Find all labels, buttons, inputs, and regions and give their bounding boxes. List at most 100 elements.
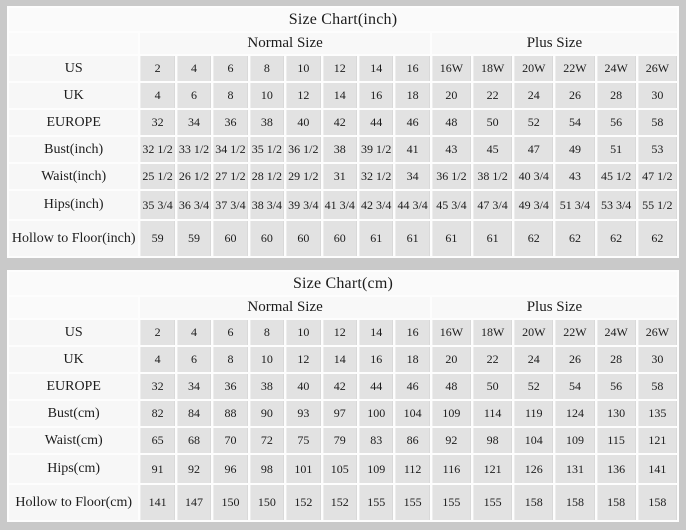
- size-value-cell: 24: [514, 83, 554, 108]
- size-value-cell: 4: [176, 56, 212, 81]
- size-value-cell: 90: [249, 401, 285, 426]
- size-value-cell: 58: [637, 110, 677, 135]
- size-value-cell: 109: [431, 401, 472, 426]
- size-value-cell: 26W: [637, 320, 677, 345]
- size-value-cell: 152: [322, 485, 357, 520]
- size-value-cell: 40: [286, 374, 321, 399]
- size-value-cell: 150: [249, 485, 285, 520]
- size-value-cell: 16W: [431, 56, 472, 81]
- size-value-cell: 35 3/4: [140, 191, 175, 219]
- size-value-cell: 10: [249, 347, 285, 372]
- size-value-cell: 12: [286, 347, 321, 372]
- size-value-cell: 97: [322, 401, 357, 426]
- table-title: Size Chart(cm): [9, 272, 677, 295]
- size-value-cell: 59: [140, 221, 175, 256]
- size-value-cell: 101: [286, 455, 321, 483]
- size-value-cell: 60: [249, 221, 285, 256]
- table-gap: [7, 258, 679, 270]
- size-value-cell: 155: [395, 485, 430, 520]
- size-value-cell: 54: [555, 374, 595, 399]
- size-value-cell: 38 1/2: [473, 164, 513, 189]
- size-value-cell: 45: [473, 137, 513, 162]
- size-value-cell: 39 3/4: [286, 191, 321, 219]
- size-value-cell: 4: [176, 320, 212, 345]
- table-title-row: Size Chart(inch): [9, 8, 677, 31]
- size-row: Bust(cm) 82 84 88 90 93 97 100 104 109 114 119 124 13…: [9, 401, 677, 426]
- size-value-cell: 20W: [514, 320, 554, 345]
- size-value-cell: 158: [514, 485, 554, 520]
- size-row: Bust(inch) 32 1/2 33 1/2 34 1/2 35 1/2 36 1/2…: [9, 137, 677, 162]
- row-label: Hollow to Floor(cm): [9, 485, 139, 520]
- corner-spacer: [9, 297, 139, 318]
- size-value-cell: 36: [213, 110, 248, 135]
- row-label: Hips(cm): [9, 455, 139, 483]
- size-row: EUROPE 32 34 36 38 40 42 44 46 48 50 52 54 56 58: [9, 110, 677, 135]
- size-value-cell: 31: [322, 164, 357, 189]
- size-value-cell: 112: [395, 455, 430, 483]
- size-value-cell: 42: [322, 110, 357, 135]
- size-value-cell: 12: [286, 83, 321, 108]
- size-value-cell: 68: [176, 428, 212, 453]
- size-value-cell: 136: [596, 455, 636, 483]
- size-value-cell: 92: [176, 455, 212, 483]
- size-value-cell: 59: [176, 221, 212, 256]
- row-label: UK: [9, 347, 139, 372]
- size-value-cell: 100: [358, 401, 394, 426]
- size-value-cell: 91: [140, 455, 175, 483]
- size-value-cell: 72: [249, 428, 285, 453]
- size-value-cell: 44 3/4: [395, 191, 430, 219]
- size-value-cell: 6: [176, 347, 212, 372]
- size-value-cell: 92: [431, 428, 472, 453]
- size-value-cell: 2: [140, 320, 175, 345]
- size-value-cell: 58: [637, 374, 677, 399]
- size-value-cell: 42 3/4: [358, 191, 394, 219]
- size-value-cell: 46: [395, 374, 430, 399]
- size-value-cell: 32 1/2: [140, 137, 175, 162]
- size-value-cell: 16: [358, 83, 394, 108]
- size-value-cell: 10: [249, 83, 285, 108]
- size-value-cell: 18: [395, 347, 430, 372]
- size-value-cell: 60: [322, 221, 357, 256]
- size-value-cell: 54: [555, 110, 595, 135]
- size-value-cell: 158: [637, 485, 677, 520]
- size-value-cell: 32: [140, 110, 175, 135]
- size-value-cell: 62: [555, 221, 595, 256]
- row-label: Bust(inch): [9, 137, 139, 162]
- size-value-cell: 8: [249, 320, 285, 345]
- size-value-cell: 53 3/4: [596, 191, 636, 219]
- size-value-cell: 16: [358, 347, 394, 372]
- size-value-cell: 61: [473, 221, 513, 256]
- size-value-cell: 114: [473, 401, 513, 426]
- size-value-cell: 62: [514, 221, 554, 256]
- row-label: Bust(cm): [9, 401, 139, 426]
- size-value-cell: 88: [213, 401, 248, 426]
- size-value-cell: 56: [596, 110, 636, 135]
- size-value-cell: 36 3/4: [176, 191, 212, 219]
- size-value-cell: 126: [514, 455, 554, 483]
- size-value-cell: 116: [431, 455, 472, 483]
- size-value-cell: 29 1/2: [286, 164, 321, 189]
- size-value-cell: 47: [514, 137, 554, 162]
- size-value-cell: 34: [176, 374, 212, 399]
- size-value-cell: 86: [395, 428, 430, 453]
- size-value-cell: 24: [514, 347, 554, 372]
- size-value-cell: 14: [358, 320, 394, 345]
- size-value-cell: 130: [596, 401, 636, 426]
- row-label: US: [9, 56, 139, 81]
- size-value-cell: 44: [358, 110, 394, 135]
- size-group-header-row: Normal Size Plus Size: [9, 33, 677, 54]
- size-value-cell: 135: [637, 401, 677, 426]
- size-value-cell: 44: [358, 374, 394, 399]
- size-value-cell: 20: [431, 83, 472, 108]
- size-row: UK 4 6 8 10 12 14 16 18 20 22 24 26 28 30: [9, 83, 677, 108]
- size-value-cell: 93: [286, 401, 321, 426]
- size-value-cell: 41 3/4: [322, 191, 357, 219]
- size-value-cell: 155: [473, 485, 513, 520]
- size-value-cell: 32 1/2: [358, 164, 394, 189]
- size-value-cell: 75: [286, 428, 321, 453]
- size-value-cell: 38: [249, 110, 285, 135]
- size-chart-inch-table: Size Chart(inch) Normal Size Plus Size US 2 4…: [7, 6, 679, 258]
- size-value-cell: 16: [395, 56, 430, 81]
- size-value-cell: 16: [395, 320, 430, 345]
